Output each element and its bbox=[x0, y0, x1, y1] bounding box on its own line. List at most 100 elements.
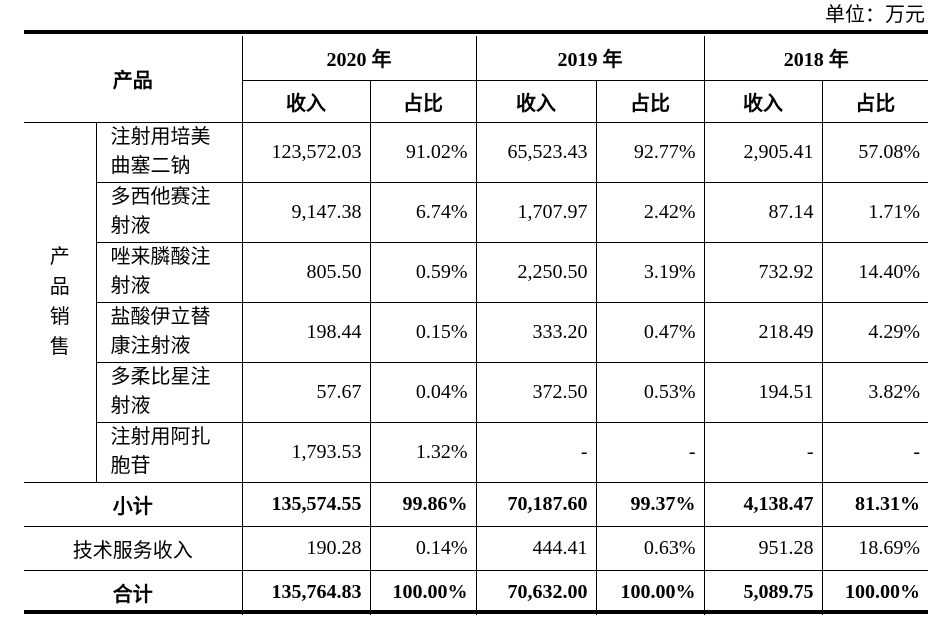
income-value: 372.50 bbox=[475, 361, 597, 423]
subtotal-income: 4,138.47 bbox=[703, 481, 823, 527]
total-row: 合计 135,764.83 100.00% 70,632.00 100.00% 5,089… bbox=[24, 569, 928, 615]
share-value: 1.32% bbox=[369, 421, 477, 483]
share-value: 0.04% bbox=[369, 361, 477, 423]
income-value: 2,905.41 bbox=[703, 121, 823, 183]
product-name-line: 唑来膦酸注 bbox=[110, 246, 211, 268]
income-value: 333.20 bbox=[475, 301, 597, 363]
product-name-line: 注射用阿扎 bbox=[110, 426, 211, 448]
income-value: - bbox=[475, 421, 597, 483]
total-share: 100.00% bbox=[821, 569, 928, 615]
income-value: 198.44 bbox=[241, 301, 371, 363]
tech-share: 0.63% bbox=[595, 525, 705, 571]
product-name: 注射用阿扎 胞苷 bbox=[96, 421, 243, 483]
header-year-2020: 2020 年 bbox=[241, 36, 477, 81]
header-share: 占比 bbox=[821, 79, 928, 123]
income-value: 218.49 bbox=[703, 301, 823, 363]
share-value: 4.29% bbox=[821, 301, 928, 363]
share-value: 1.71% bbox=[821, 181, 928, 243]
header-income: 收入 bbox=[242, 79, 371, 123]
subtotal-share: 99.86% bbox=[369, 481, 477, 527]
subtotal-income: 70,187.60 bbox=[475, 481, 597, 527]
table-row: 注射用阿扎 胞苷 1,793.53 1.32% - - - - bbox=[24, 421, 928, 483]
share-value: 14.40% bbox=[821, 241, 928, 303]
total-share: 100.00% bbox=[595, 569, 705, 615]
share-value: 92.77% bbox=[595, 121, 705, 183]
share-value: 91.02% bbox=[369, 121, 477, 183]
product-name-line: 曲塞二钠 bbox=[110, 155, 191, 177]
share-value: 2.42% bbox=[595, 181, 705, 243]
category-cell: 产品销售 bbox=[24, 121, 97, 483]
tech-share: 0.14% bbox=[369, 525, 477, 571]
income-value: 57.67 bbox=[241, 361, 371, 423]
header-income: 收入 bbox=[703, 79, 823, 123]
total-income: 135,764.83 bbox=[241, 569, 371, 615]
product-name-line: 射液 bbox=[110, 395, 151, 417]
subtotal-share: 81.31% bbox=[821, 481, 928, 527]
product-name-line: 多西他赛注 bbox=[110, 186, 211, 208]
table-row: 多西他赛注 射液 9,147.38 6.74% 1,707.97 2.42% 87.14 1.… bbox=[24, 181, 928, 243]
header-income: 收入 bbox=[475, 79, 597, 123]
tech-income: 190.28 bbox=[241, 525, 371, 571]
share-value: 0.15% bbox=[369, 301, 477, 363]
share-value: - bbox=[821, 421, 928, 483]
product-name: 多柔比星注 射液 bbox=[96, 361, 243, 423]
income-value: 65,523.43 bbox=[475, 121, 597, 183]
header-year-2019: 2019 年 bbox=[475, 36, 705, 81]
income-value: 123,572.03 bbox=[241, 121, 371, 183]
tech-row: 技术服务收入 190.28 0.14% 444.41 0.63% 951.28 18.69% bbox=[24, 525, 928, 571]
product-name-line: 胞苷 bbox=[110, 455, 151, 477]
total-label: 合计 bbox=[24, 569, 243, 615]
total-income: 70,632.00 bbox=[475, 569, 597, 615]
share-value: 6.74% bbox=[369, 181, 477, 243]
header-share: 占比 bbox=[595, 79, 705, 123]
product-name: 多西他赛注 射液 bbox=[96, 181, 243, 243]
tech-share: 18.69% bbox=[821, 525, 928, 571]
revenue-table: 产品 2020 年 2019 年 2018 年 收入 占比 收入 占比 收入 占… bbox=[24, 36, 928, 615]
total-share: 100.00% bbox=[369, 569, 477, 615]
product-name-line: 注射用培美 bbox=[110, 126, 211, 148]
table-row: 唑来膦酸注 射液 805.50 0.59% 2,250.50 3.19% 732.92 14.… bbox=[24, 241, 928, 303]
tech-income: 951.28 bbox=[703, 525, 823, 571]
header-share: 占比 bbox=[369, 79, 477, 123]
subtotal-row: 小计 135,574.55 99.86% 70,187.60 99.37% 4,138.4… bbox=[24, 481, 928, 527]
share-value: - bbox=[595, 421, 705, 483]
share-value: 0.47% bbox=[595, 301, 705, 363]
total-income: 5,089.75 bbox=[703, 569, 823, 615]
subtotal-share: 99.37% bbox=[595, 481, 705, 527]
bottom-rule bbox=[24, 610, 928, 614]
share-value: 0.59% bbox=[369, 241, 477, 303]
product-name-line: 多柔比星注 bbox=[110, 366, 211, 388]
income-value: 87.14 bbox=[703, 181, 823, 243]
tech-income: 444.41 bbox=[475, 525, 597, 571]
income-value: 1,707.97 bbox=[475, 181, 597, 243]
income-value: 732.92 bbox=[703, 241, 823, 303]
header-year-2018: 2018 年 bbox=[703, 36, 928, 81]
income-value: 1,793.53 bbox=[241, 421, 371, 483]
share-value: 3.19% bbox=[595, 241, 705, 303]
product-name-line: 康注射液 bbox=[110, 335, 191, 357]
income-value: 2,250.50 bbox=[475, 241, 597, 303]
product-name: 注射用培美 曲塞二钠 bbox=[95, 121, 243, 183]
subtotal-income: 135,574.55 bbox=[241, 481, 371, 527]
product-name-line: 盐酸伊立替 bbox=[110, 306, 211, 328]
share-value: 0.53% bbox=[595, 361, 705, 423]
unit-label: 单位：万元 bbox=[825, 4, 925, 26]
tech-label: 技术服务收入 bbox=[24, 525, 243, 571]
product-name: 唑来膦酸注 射液 bbox=[96, 241, 243, 303]
share-value: 57.08% bbox=[821, 121, 928, 183]
income-value: - bbox=[703, 421, 823, 483]
product-name-line: 射液 bbox=[110, 215, 151, 237]
top-rule bbox=[24, 30, 928, 34]
category-label: 产品销售 bbox=[49, 246, 70, 358]
income-value: 805.50 bbox=[241, 241, 371, 303]
share-value: 3.82% bbox=[821, 361, 928, 423]
table-row: 产品销售 注射用培美 曲塞二钠 123,572.03 91.02% 65,523.43 92… bbox=[24, 121, 928, 483]
income-value: 194.51 bbox=[703, 361, 823, 423]
income-value: 9,147.38 bbox=[241, 181, 371, 243]
subtotal-label: 小计 bbox=[24, 481, 243, 527]
table-row: 多柔比星注 射液 57.67 0.04% 372.50 0.53% 194.51 3.82% bbox=[24, 361, 928, 423]
header-product: 产品 bbox=[24, 36, 243, 123]
product-name: 盐酸伊立替 康注射液 bbox=[96, 301, 243, 363]
product-name-line: 射液 bbox=[110, 275, 151, 297]
table-row: 盐酸伊立替 康注射液 198.44 0.15% 333.20 0.47% 218.49 4.2… bbox=[24, 301, 928, 363]
